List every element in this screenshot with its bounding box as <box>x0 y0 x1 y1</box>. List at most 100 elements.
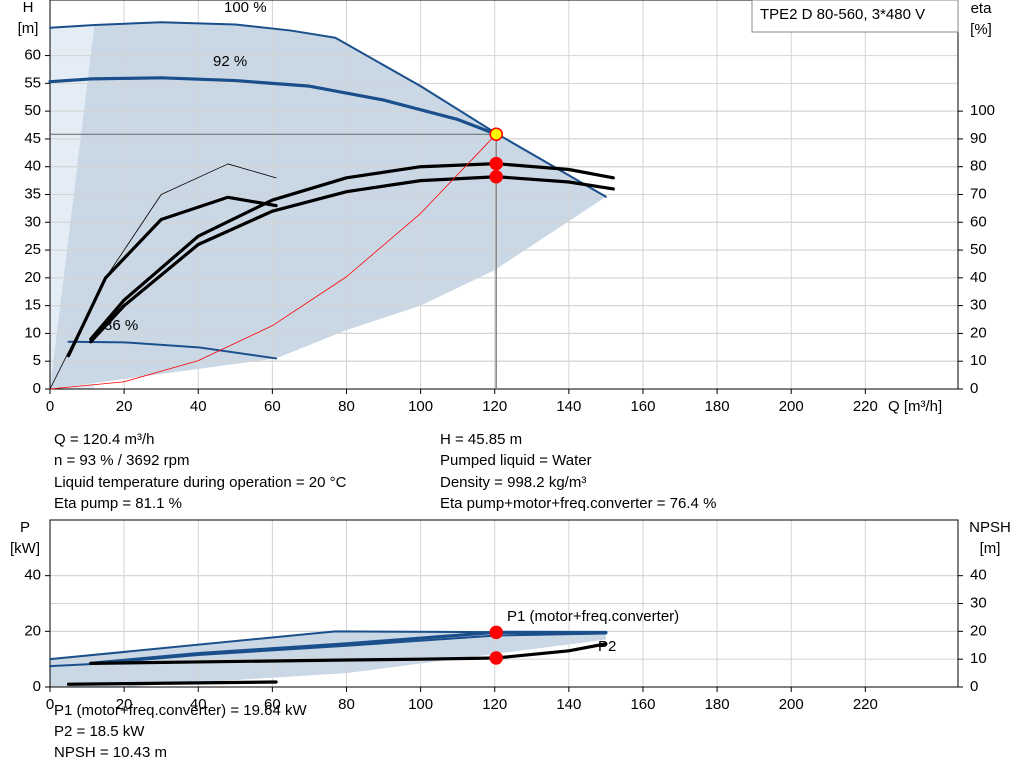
y-axis-unit: [kW] <box>10 540 40 557</box>
x-tick-label: 200 <box>779 398 804 415</box>
note: Density = 998.2 kg/m³ <box>440 474 586 491</box>
y2-tick-label: 40 <box>970 567 987 584</box>
curve <box>89 175 615 344</box>
x-tick-label: 0 <box>46 696 54 713</box>
y-tick-label: 50 <box>24 102 41 119</box>
y2-tick-label: 30 <box>970 594 987 611</box>
y-tick-label: 25 <box>24 241 41 258</box>
x-tick-label: 140 <box>556 398 581 415</box>
curve <box>49 630 607 661</box>
x-tick-label: 60 <box>264 398 281 415</box>
curve-label: 36 % <box>104 317 138 334</box>
y2-tick-label: 90 <box>970 130 987 147</box>
y-tick-label: 40 <box>24 567 41 584</box>
curve <box>89 642 608 665</box>
note: Q = 120.4 m³/h <box>54 431 154 448</box>
chart-title: TPE2 D 80-560, 3*480 V <box>760 6 925 23</box>
x-tick-label: 120 <box>482 696 507 713</box>
y-axis-label: P <box>20 519 30 536</box>
x-tick-label: 160 <box>630 696 655 713</box>
x-tick-label: 40 <box>190 398 207 415</box>
x-tick-label: 180 <box>705 696 730 713</box>
y2-axis-unit: [%] <box>970 21 992 38</box>
x-tick-label: 60 <box>264 696 281 713</box>
y2-tick-label: 10 <box>970 650 987 667</box>
x-tick-label: 180 <box>705 398 730 415</box>
curve <box>66 680 278 686</box>
y2-tick-label: 60 <box>970 213 987 230</box>
x-tick-label: 100 <box>408 398 433 415</box>
x-tick-label: 0 <box>46 398 54 415</box>
x-tick-label: 120 <box>482 398 507 415</box>
operating-point <box>489 156 503 171</box>
y-tick-label: 10 <box>24 324 41 341</box>
y2-tick-label: 100 <box>970 102 995 119</box>
y-tick-label: 15 <box>24 297 41 314</box>
x-tick-label: 80 <box>338 696 355 713</box>
title-box <box>751 0 959 33</box>
note: H = 45.85 m <box>440 431 522 448</box>
charts: 0 20 40 60 80 100 120 140 160 180 200 2200510152025… <box>24 0 995 713</box>
y-tick-label: 0 <box>33 380 41 397</box>
x-tick-label: 20 <box>116 696 133 713</box>
operating-point <box>489 127 503 141</box>
y-axis-unit: [m] <box>18 20 39 37</box>
x-tick-label: 140 <box>556 696 581 713</box>
y2-tick-label: 20 <box>970 324 987 341</box>
y2-tick-label: 20 <box>970 622 987 639</box>
note: Pumped liquid = Water <box>440 452 592 469</box>
note: P1 (motor+freq.converter) = 19.64 kW <box>54 702 307 719</box>
y2-tick-label: 30 <box>970 297 987 314</box>
y-tick-label: 0 <box>33 678 41 695</box>
y-tick-label: 35 <box>24 185 41 202</box>
operating-point <box>489 651 503 665</box>
note: NPSH = 10.43 m <box>54 744 167 761</box>
y-axis-label: H <box>23 0 34 16</box>
x-tick-label: 220 <box>853 696 878 713</box>
plot-frame <box>49 0 959 390</box>
curve-label: P1 (motor+freq.converter) <box>507 608 679 625</box>
operating-point <box>489 625 503 640</box>
curve <box>49 632 607 668</box>
operating-area <box>50 22 606 389</box>
x-tick-label: 100 <box>408 696 433 713</box>
note: Eta pump = 81.1 % <box>54 495 182 512</box>
y-tick-label: 20 <box>24 622 41 639</box>
y-tick-label: 60 <box>24 47 41 64</box>
y-tick-label: 30 <box>24 213 41 230</box>
y2-axis-unit: [m] <box>980 540 1001 557</box>
y2-tick-label: 70 <box>970 185 987 202</box>
y2-tick-label: 0 <box>970 380 978 397</box>
note: Liquid temperature during operation = 20… <box>54 474 347 491</box>
y2-tick-label: 10 <box>970 352 987 369</box>
y2-axis-label: NPSH <box>969 519 1011 536</box>
y2-tick-label: 50 <box>970 241 987 258</box>
y2-tick-label: 0 <box>970 678 978 695</box>
curve <box>66 195 278 358</box>
x-tick-label: 80 <box>338 398 355 415</box>
note: n = 93 % / 3692 rpm <box>54 452 190 469</box>
curve <box>49 163 277 390</box>
curve-label: 92 % <box>213 53 247 70</box>
note: P2 = 18.5 kW <box>54 723 145 740</box>
x-tick-label: 200 <box>779 696 804 713</box>
y2-axis-label: eta <box>971 0 993 17</box>
x-tick-label: 220 <box>853 398 878 415</box>
x-tick-label: 160 <box>630 398 655 415</box>
x-tick-label: 40 <box>190 696 207 713</box>
y-tick-label: 5 <box>33 352 41 369</box>
y-tick-label: 20 <box>24 269 41 286</box>
x-tick-label: 20 <box>116 398 133 415</box>
curve <box>49 21 607 198</box>
curve <box>48 76 498 136</box>
note: Eta pump+motor+freq.converter = 76.4 % <box>440 495 716 512</box>
plot-frame <box>49 519 959 688</box>
curve <box>89 162 615 341</box>
operating-point <box>489 169 503 184</box>
curve <box>67 340 278 360</box>
x-axis-label: Q [m³/h] <box>888 398 942 415</box>
curve-label: P2 <box>598 638 616 655</box>
y-tick-label: 45 <box>24 130 41 147</box>
y-tick-label: 40 <box>24 158 41 175</box>
